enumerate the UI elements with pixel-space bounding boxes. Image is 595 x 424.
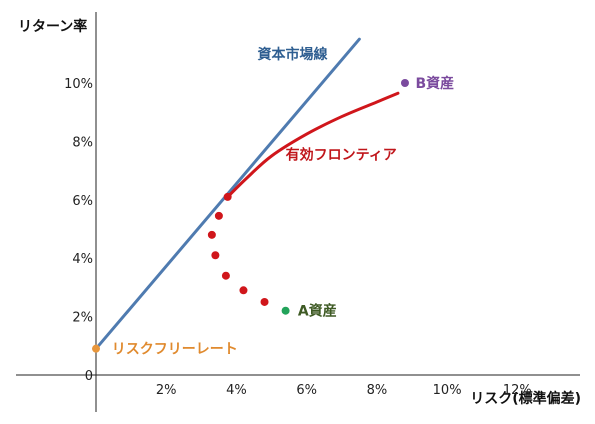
frontier-dot: [207, 230, 216, 239]
y-tick-label: 10%: [64, 77, 93, 92]
frontier-dot: [239, 286, 248, 295]
y-axis-title: リターン率: [18, 18, 87, 35]
annotation-label: B資産: [416, 75, 455, 92]
annotation-label: リスクフリーレート: [112, 342, 238, 358]
x-tick-label: 6%: [296, 383, 317, 398]
asset-point: [92, 344, 100, 353]
asset-point: [281, 306, 290, 315]
x-axis-title: リスク(標準偏差): [470, 390, 581, 407]
y-tick-label: 2%: [72, 311, 93, 326]
frontier-dot: [221, 271, 230, 280]
frontier-dot: [260, 297, 269, 306]
x-tick-label: 12%: [503, 383, 532, 398]
y-tick-label: 0: [85, 369, 93, 384]
x-tick-label: 8%: [367, 383, 388, 398]
annotation-label: A資産: [298, 303, 337, 320]
x-tick-label: 10%: [433, 383, 462, 398]
asset-point: [400, 78, 409, 87]
y-tick-label: 6%: [72, 194, 93, 209]
frontier-dot: [223, 192, 232, 201]
annotation-label: 資本市場線: [258, 46, 328, 63]
efficient-frontier-curve: [226, 91, 400, 199]
x-tick-label: 2%: [156, 383, 177, 398]
annotation-label: 有効フロンティア: [286, 147, 397, 164]
y-tick-label: 8%: [72, 135, 93, 150]
x-tick-label: 4%: [226, 383, 247, 398]
frontier-dot: [211, 251, 220, 260]
frontier-dot: [214, 211, 223, 220]
y-tick-label: 4%: [72, 252, 93, 267]
